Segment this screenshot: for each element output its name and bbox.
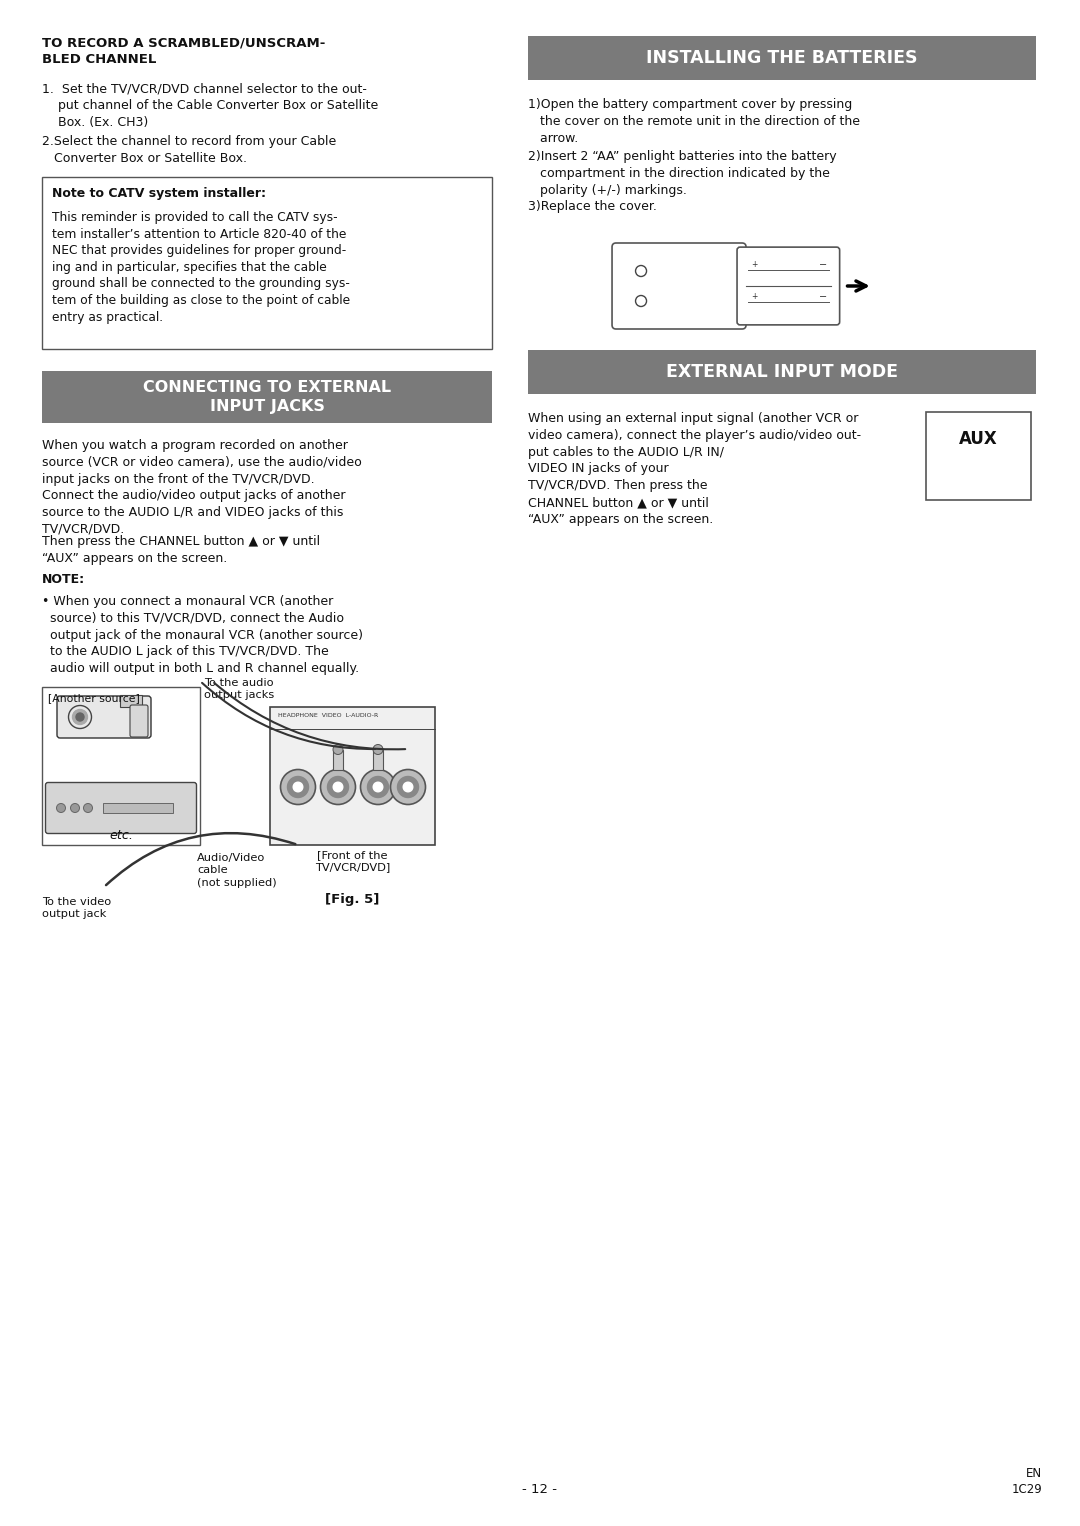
Bar — [120, 694, 141, 707]
Circle shape — [56, 804, 66, 812]
Text: When you watch a program recorded on another
source (VCR or video camera), use t: When you watch a program recorded on ano… — [42, 439, 362, 485]
Text: [Front of the
TV/VCR/DVD]: [Front of the TV/VCR/DVD] — [315, 850, 390, 873]
Text: To the audio
output jacks: To the audio output jacks — [204, 678, 274, 700]
Circle shape — [293, 783, 302, 792]
Circle shape — [72, 710, 87, 725]
Circle shape — [397, 777, 419, 798]
Text: 3)Replace the cover.: 3)Replace the cover. — [528, 200, 657, 214]
Text: EN
1C29: EN 1C29 — [1011, 1466, 1042, 1495]
Circle shape — [321, 769, 355, 804]
Circle shape — [367, 777, 389, 798]
Text: Connect the audio/video output jacks of another
source to the AUDIO L/R and VIDE: Connect the audio/video output jacks of … — [42, 488, 346, 536]
Text: EXTERNAL INPUT MODE: EXTERNAL INPUT MODE — [666, 363, 897, 382]
Text: etc.: etc. — [109, 829, 133, 842]
Text: HEADPHONE  VIDEO  L-AUDIO-R: HEADPHONE VIDEO L-AUDIO-R — [278, 713, 378, 719]
Text: When using an external input signal (another VCR or
video camera), connect the p: When using an external input signal (ano… — [528, 412, 861, 526]
Text: Note to CATV system installer:: Note to CATV system installer: — [52, 188, 266, 200]
Text: 1)Open the battery compartment cover by pressing
   the cover on the remote unit: 1)Open the battery compartment cover by … — [528, 98, 860, 145]
Bar — [42, 177, 492, 349]
Circle shape — [374, 783, 382, 792]
Circle shape — [333, 745, 343, 754]
Text: [Fig. 5]: [Fig. 5] — [325, 893, 380, 906]
Text: −: − — [819, 291, 826, 302]
Bar — [333, 749, 343, 769]
FancyBboxPatch shape — [45, 783, 197, 833]
Text: - 12 -: - 12 - — [523, 1483, 557, 1495]
Bar — [373, 749, 383, 769]
Circle shape — [68, 705, 92, 728]
Circle shape — [403, 783, 413, 792]
Text: +: + — [751, 261, 757, 270]
Text: To the video
output jack: To the video output jack — [42, 897, 111, 919]
Bar — [926, 412, 1031, 501]
Text: −: − — [819, 259, 826, 270]
Text: Audio/Video
cable
(not supplied): Audio/Video cable (not supplied) — [197, 853, 276, 888]
Circle shape — [361, 769, 395, 804]
Text: 2)Insert 2 “AA” penlight batteries into the battery
   compartment in the direct: 2)Insert 2 “AA” penlight batteries into … — [528, 150, 837, 197]
Bar — [42, 371, 492, 423]
Bar — [528, 349, 1036, 394]
Text: NOTE:: NOTE: — [42, 572, 85, 586]
Text: CONNECTING TO EXTERNAL
INPUT JACKS: CONNECTING TO EXTERNAL INPUT JACKS — [143, 380, 391, 414]
Text: 1.  Set the TV/VCR/DVD channel selector to the out-
    put channel of the Cable: 1. Set the TV/VCR/DVD channel selector t… — [42, 82, 378, 128]
FancyBboxPatch shape — [737, 247, 839, 325]
Circle shape — [373, 745, 383, 754]
Circle shape — [83, 804, 93, 812]
Circle shape — [334, 783, 342, 792]
Text: [Another source]: [Another source] — [48, 693, 140, 703]
Text: This reminder is provided to call the CATV sys-
tem installer’s attention to Art: This reminder is provided to call the CA… — [52, 211, 350, 324]
FancyBboxPatch shape — [612, 243, 746, 330]
Circle shape — [287, 777, 309, 798]
Circle shape — [327, 777, 349, 798]
Bar — [528, 37, 1036, 79]
Text: Then press the CHANNEL button ▲ or ▼ until
“AUX” appears on the screen.: Then press the CHANNEL button ▲ or ▼ unt… — [42, 536, 320, 565]
Text: 2.Select the channel to record from your Cable
   Converter Box or Satellite Box: 2.Select the channel to record from your… — [42, 134, 336, 165]
Bar — [103, 803, 173, 813]
Text: AUX: AUX — [959, 430, 998, 449]
Circle shape — [76, 713, 84, 720]
Circle shape — [70, 804, 80, 812]
Circle shape — [391, 769, 426, 804]
Bar — [270, 707, 435, 845]
FancyBboxPatch shape — [130, 705, 148, 737]
Text: TO RECORD A SCRAMBLED/UNSCRAM-
BLED CHANNEL: TO RECORD A SCRAMBLED/UNSCRAM- BLED CHAN… — [42, 37, 325, 66]
Text: INSTALLING THE BATTERIES: INSTALLING THE BATTERIES — [646, 49, 918, 67]
FancyBboxPatch shape — [57, 696, 151, 739]
Bar — [42, 687, 200, 845]
Circle shape — [281, 769, 315, 804]
Text: +: + — [751, 293, 757, 302]
Text: • When you connect a monaural VCR (another
  source) to this TV/VCR/DVD, connect: • When you connect a monaural VCR (anoth… — [42, 595, 363, 674]
